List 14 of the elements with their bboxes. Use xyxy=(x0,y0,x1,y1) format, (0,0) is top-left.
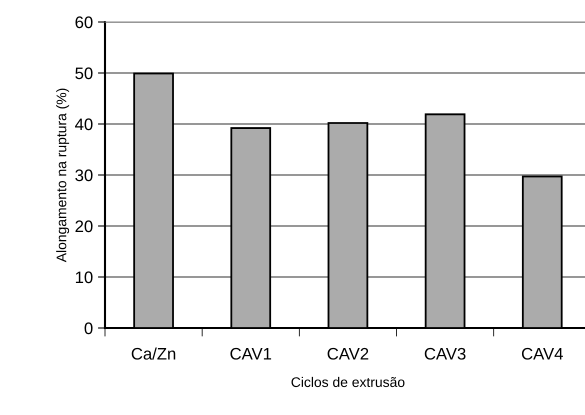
y-tick-label: 20 xyxy=(75,220,93,232)
y-tick-label: 30 xyxy=(75,169,93,182)
y-axis-title: Alongamento na ruptura (%) xyxy=(56,88,70,262)
y-tick-label: 60 xyxy=(76,16,93,28)
x-axis-title: Ciclos de extrusão xyxy=(292,376,404,388)
y-tick-label: 50 xyxy=(75,67,93,80)
y-tick-label: 0 xyxy=(84,322,93,334)
x-tick-label: Ca/Zn xyxy=(132,347,176,360)
x-tick-label: CAV1 xyxy=(230,348,272,360)
y-tick-label: 10 xyxy=(76,271,93,284)
x-tick-label: CAV3 xyxy=(424,348,466,360)
y-tick-label: 40 xyxy=(75,118,93,130)
x-tick-label: CAV2 xyxy=(328,348,368,360)
x-tick-label: CAV4 xyxy=(522,348,563,360)
